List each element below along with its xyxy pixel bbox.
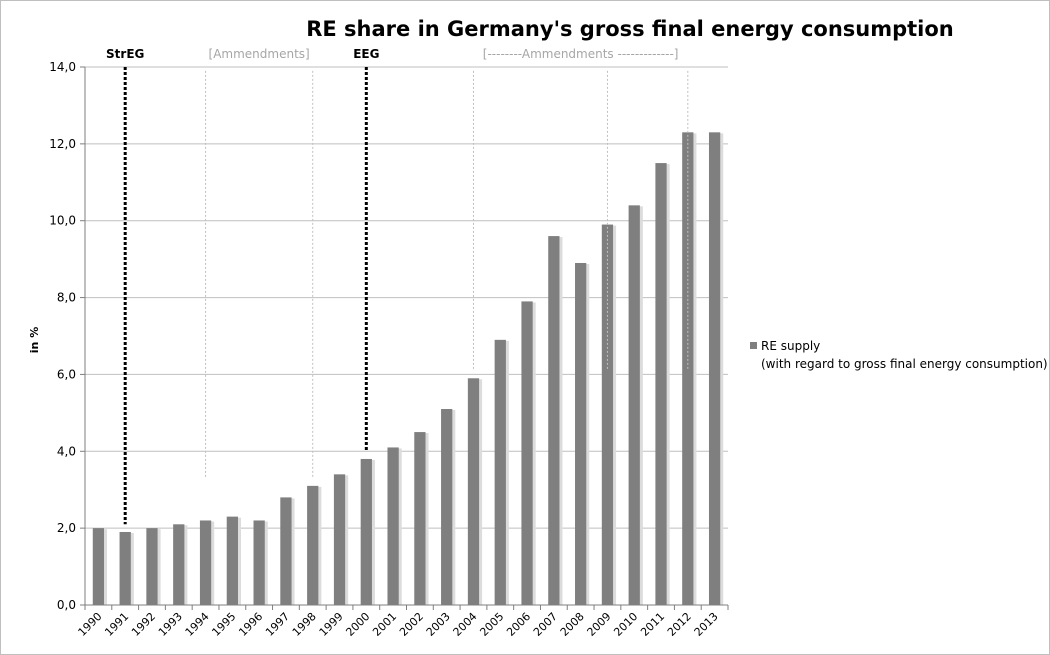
bar [360, 458, 372, 605]
y-axis-label: in % [28, 327, 41, 353]
bar [575, 262, 587, 605]
y-tick-label: 0,0 [57, 598, 76, 612]
y-tick-label: 4,0 [57, 444, 76, 458]
gridlines [85, 66, 728, 529]
legend-swatch [750, 342, 757, 349]
annotation-label: [--------Ammendments -------------] [483, 47, 679, 61]
y-tick-label: 12,0 [49, 137, 76, 151]
bar [333, 474, 346, 605]
bars [92, 132, 724, 606]
y-tick-label: 10,0 [49, 214, 76, 228]
bar [119, 531, 131, 605]
x-tick-label: 2005 [477, 610, 506, 639]
x-tick-label: 2001 [370, 610, 399, 639]
x-tick-label: 2006 [504, 610, 533, 639]
annotation-label: [Ammendments] [209, 47, 310, 61]
y-tick-label: 6,0 [57, 367, 76, 381]
x-tick-label: 2011 [638, 610, 667, 639]
x-tick-label: 2010 [611, 610, 640, 639]
x-tick-label: 2002 [397, 610, 426, 639]
x-tick-label: 1994 [183, 610, 212, 639]
annotation-label: StrEG [106, 47, 144, 61]
bar [307, 485, 319, 605]
y-tick-label: 14,0 [49, 60, 76, 74]
bar [441, 409, 453, 605]
bar [387, 447, 399, 605]
bar [253, 520, 265, 605]
bar [655, 163, 667, 606]
bar [92, 528, 105, 605]
bar [280, 497, 292, 605]
x-tick-label: 1991 [102, 610, 131, 639]
bar [199, 520, 212, 605]
x-tick-label: 1993 [156, 610, 185, 639]
x-tick-label: 1995 [209, 610, 238, 639]
annotation-label: EEG [353, 47, 379, 61]
annotations: StrEG [Ammendments] EEG [--------Ammendment… [106, 47, 689, 525]
bar [521, 301, 533, 605]
y-tick-label: 8,0 [57, 291, 76, 305]
x-tick-label: 2012 [665, 610, 694, 639]
legend-series-description: (with regard to gross final energy consu… [761, 357, 1048, 371]
bar [173, 524, 185, 605]
bar [414, 432, 426, 605]
x-tick-label: 1998 [290, 610, 319, 639]
bar [146, 528, 158, 605]
x-tick-label: 2009 [585, 610, 614, 639]
legend: RE supply (with regard to gross final en… [750, 339, 1048, 371]
x-tick-label: 1992 [129, 610, 158, 639]
chart-title: RE share in Germany's gross final energy… [306, 17, 954, 41]
y-tick-label: 2,0 [57, 521, 76, 535]
x-tick-label: 2003 [424, 610, 453, 639]
bar [467, 378, 480, 605]
x-tick-label: 2000 [343, 610, 372, 639]
bar [601, 224, 614, 606]
x-tick-label: 1999 [317, 610, 346, 639]
x-tick-label: 1996 [236, 610, 265, 639]
x-tick-label: 2004 [451, 610, 480, 639]
legend-series-name: RE supply [761, 339, 820, 353]
bar [548, 236, 560, 606]
bar [708, 132, 721, 606]
bar [226, 516, 238, 605]
x-tick-label: 2008 [558, 610, 587, 639]
bar [494, 339, 506, 605]
x-tick-label: 1997 [263, 610, 292, 639]
bar [628, 205, 640, 606]
x-tick-label: 2007 [531, 610, 560, 639]
x-tick-label: 1990 [76, 610, 105, 639]
x-tick-label: 2013 [692, 610, 721, 639]
